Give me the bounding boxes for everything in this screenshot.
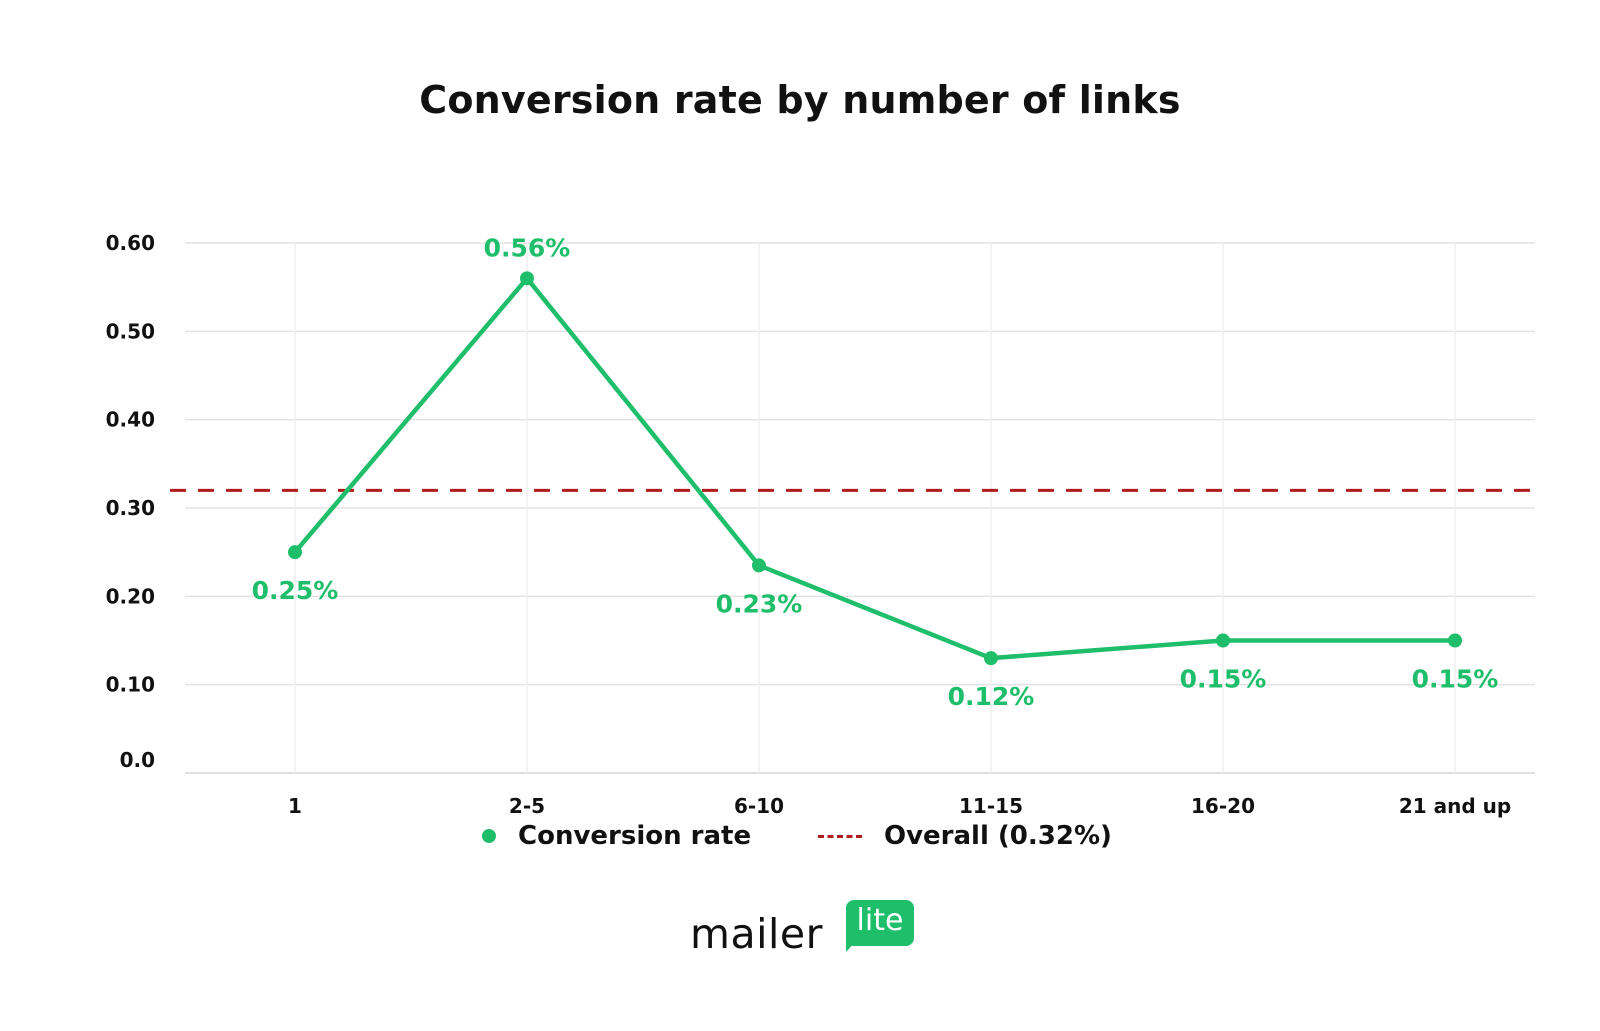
conversion-rate-line <box>292 276 1458 661</box>
grid-layer <box>185 242 1535 774</box>
data-point <box>520 271 534 286</box>
y-tick-label: 0.20 <box>106 584 155 608</box>
x-tick-label: 6-10 <box>734 794 784 818</box>
legend-item-conversion-rate: Conversion rate <box>482 818 751 854</box>
data-label: 0.12% <box>948 682 1035 711</box>
data-point <box>752 558 766 573</box>
y-tick-label: 0.40 <box>106 408 155 432</box>
y-tick-label: 0.0 <box>120 748 155 772</box>
data-point <box>1216 633 1230 648</box>
legend-item-overall: Overall (0.32%) <box>818 818 1112 854</box>
x-tick-label: 21 and up <box>1399 794 1511 818</box>
data-label: 0.25% <box>252 576 339 605</box>
logo-badge-text: lite <box>856 903 904 938</box>
logo-badge: lite <box>846 900 914 946</box>
data-label: 0.56% <box>484 233 571 262</box>
chart-title: Conversion rate by number of links <box>419 78 1181 122</box>
data-label: 0.23% <box>716 589 803 618</box>
logo-badge-tail <box>846 940 857 952</box>
axis-labels-layer: 0.0 0.10 0.20 0.30 0.40 0.50 0.60 1 2-5 6-10 11-15… <box>106 231 1512 818</box>
legend-label-overall: Overall (0.32%) <box>884 821 1112 851</box>
logo-wordmark: mailer <box>690 910 823 958</box>
data-point <box>984 651 998 666</box>
x-tick-label: 1 <box>288 794 302 818</box>
legend-label-conversion-rate: Conversion rate <box>518 821 752 851</box>
legend: Conversion rate Overall (0.32%) <box>0 818 1600 854</box>
data-point <box>1448 633 1462 648</box>
data-label: 0.15% <box>1180 665 1267 694</box>
y-tick-label: 0.50 <box>106 319 155 343</box>
series-layer <box>288 271 1462 666</box>
x-tick-label: 2-5 <box>509 794 545 818</box>
y-tick-label: 0.60 <box>106 231 155 255</box>
mailerlite-logo: mailer lite <box>690 900 930 970</box>
data-point <box>288 545 302 560</box>
legend-dot-icon <box>482 829 496 843</box>
x-tick-label: 11-15 <box>959 794 1023 818</box>
y-tick-label: 0.10 <box>106 673 155 697</box>
y-tick-label: 0.30 <box>106 496 155 520</box>
data-labels-layer: 0.25% 0.56% 0.23% 0.12% 0.15% 0.15% <box>252 233 1499 711</box>
legend-dashed-line-icon <box>818 834 862 838</box>
x-tick-label: 16-20 <box>1191 794 1255 818</box>
data-label: 0.15% <box>1412 665 1499 694</box>
